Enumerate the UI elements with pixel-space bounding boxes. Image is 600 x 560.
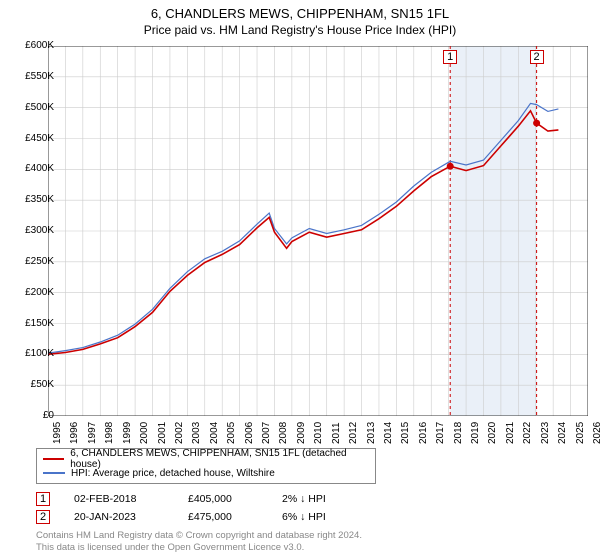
x-tick-label: 1997 <box>87 422 98 444</box>
y-tick-label: £500K <box>6 102 54 113</box>
event-diff: 2% ↓ HPI <box>282 493 372 505</box>
x-tick-label: 2021 <box>505 422 516 444</box>
x-tick-label: 2020 <box>487 422 498 444</box>
x-tick-label: 2010 <box>313 422 324 444</box>
event-price: £475,000 <box>188 511 258 523</box>
event-date: 20-JAN-2023 <box>74 511 164 523</box>
footer-line: Contains HM Land Registry data © Crown c… <box>36 530 362 542</box>
event-marker-box: 1 <box>443 50 457 64</box>
event-marker-box: 2 <box>530 50 544 64</box>
y-tick-label: £250K <box>6 256 54 267</box>
x-tick-label: 2002 <box>174 422 185 444</box>
legend-box: 6, CHANDLERS MEWS, CHIPPENHAM, SN15 1FL … <box>36 448 376 484</box>
x-tick-label: 2017 <box>435 422 446 444</box>
footer-line: This data is licensed under the Open Gov… <box>36 542 362 554</box>
y-tick-label: £150K <box>6 318 54 329</box>
event-diff: 6% ↓ HPI <box>282 511 372 523</box>
x-tick-label: 2012 <box>348 422 359 444</box>
event-index-box: 2 <box>36 510 50 524</box>
chart-container: 6, CHANDLERS MEWS, CHIPPENHAM, SN15 1FL … <box>0 0 600 560</box>
x-tick-label: 2022 <box>522 422 533 444</box>
y-tick-label: £400K <box>6 163 54 174</box>
x-tick-label: 2015 <box>400 422 411 444</box>
event-row: 2 20-JAN-2023 £475,000 6% ↓ HPI <box>36 508 372 526</box>
legend-swatch-2 <box>43 472 65 474</box>
y-tick-label: £350K <box>6 194 54 205</box>
event-table: 1 02-FEB-2018 £405,000 2% ↓ HPI 2 20-JAN… <box>36 490 372 526</box>
x-tick-label: 2024 <box>557 422 568 444</box>
y-tick-label: £550K <box>6 71 54 82</box>
x-tick-label: 2003 <box>191 422 202 444</box>
x-tick-label: 2013 <box>366 422 377 444</box>
x-tick-label: 2026 <box>592 422 600 444</box>
x-tick-label: 1999 <box>122 422 133 444</box>
x-tick-label: 2000 <box>139 422 150 444</box>
chart-title: 6, CHANDLERS MEWS, CHIPPENHAM, SN15 1FL <box>0 0 600 21</box>
x-tick-label: 2007 <box>261 422 272 444</box>
x-tick-label: 2009 <box>296 422 307 444</box>
x-tick-label: 2001 <box>157 422 168 444</box>
legend-swatch-1 <box>43 458 64 460</box>
y-tick-label: £100K <box>6 348 54 359</box>
legend-label: HPI: Average price, detached house, Wilt… <box>71 468 275 479</box>
y-tick-label: £600K <box>6 40 54 51</box>
x-tick-label: 2025 <box>575 422 586 444</box>
x-tick-label: 2023 <box>540 422 551 444</box>
event-row: 1 02-FEB-2018 £405,000 2% ↓ HPI <box>36 490 372 508</box>
x-tick-label: 2008 <box>278 422 289 444</box>
y-tick-label: £50K <box>6 379 54 390</box>
x-tick-label: 2019 <box>470 422 481 444</box>
x-tick-label: 1998 <box>104 422 115 444</box>
footer-attribution: Contains HM Land Registry data © Crown c… <box>36 530 362 554</box>
legend-item: 6, CHANDLERS MEWS, CHIPPENHAM, SN15 1FL … <box>43 452 369 466</box>
x-tick-label: 2005 <box>226 422 237 444</box>
chart-area <box>48 46 588 416</box>
x-tick-label: 2014 <box>383 422 394 444</box>
x-tick-label: 2018 <box>453 422 464 444</box>
y-tick-label: £200K <box>6 287 54 298</box>
x-tick-label: 1996 <box>69 422 80 444</box>
x-tick-label: 1995 <box>52 422 63 444</box>
y-tick-label: £450K <box>6 133 54 144</box>
event-index-box: 1 <box>36 492 50 506</box>
x-tick-label: 2011 <box>331 422 342 444</box>
event-date: 02-FEB-2018 <box>74 493 164 505</box>
y-tick-label: £300K <box>6 225 54 236</box>
chart-subtitle: Price paid vs. HM Land Registry's House … <box>0 21 600 41</box>
y-tick-label: £0 <box>6 410 54 421</box>
x-tick-label: 2004 <box>209 422 220 444</box>
event-price: £405,000 <box>188 493 258 505</box>
line-chart-svg <box>48 46 588 416</box>
x-tick-label: 2006 <box>244 422 255 444</box>
x-tick-label: 2016 <box>418 422 429 444</box>
